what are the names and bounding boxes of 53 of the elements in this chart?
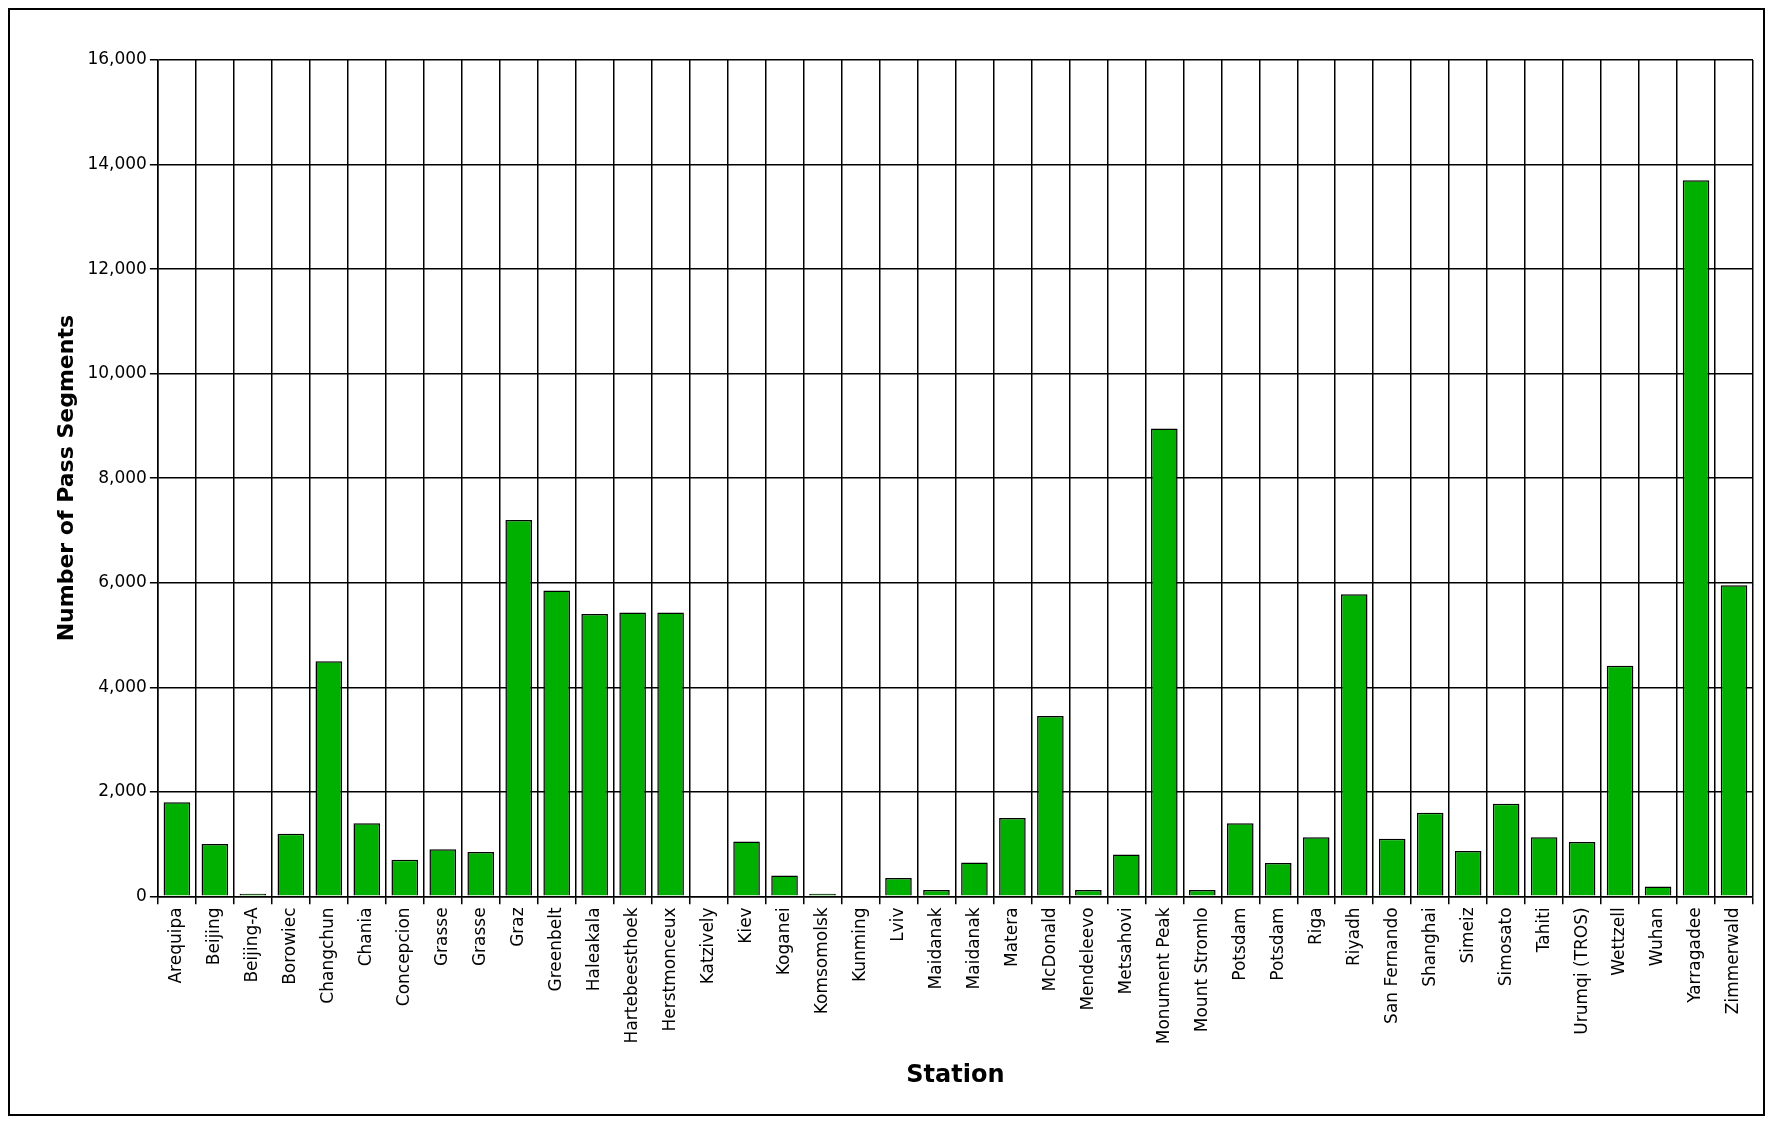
x-tick-label: Simosato	[1494, 907, 1515, 987]
x-tick-label: Mount Stromlo	[1190, 907, 1211, 1033]
x-tick-label: McDonald	[1038, 907, 1059, 992]
y-tick-label: 4,000	[98, 675, 147, 696]
x-tick-label: Riyadh	[1342, 907, 1363, 966]
x-tick-label: Mendeleevo	[1076, 907, 1097, 1011]
x-tick-label: Maidanak	[924, 907, 945, 990]
x-tick-label: Beijing-A	[241, 906, 262, 983]
y-tick-label: 14,000	[87, 152, 147, 173]
x-tick-label: Maidanak	[962, 907, 983, 990]
x-tick-label: Simeiz	[1456, 907, 1477, 964]
x-tick-label: San Fernando	[1380, 907, 1401, 1024]
x-tick-label: Komsomolsk	[810, 907, 831, 1015]
x-tick-label: Concepcion	[393, 907, 414, 1007]
x-tick-label: Yarragadee	[1684, 907, 1705, 1004]
x-tick-label: Chania	[355, 907, 376, 967]
x-tick-label: Borowiec	[279, 907, 300, 985]
x-tick-label: Riga	[1304, 907, 1325, 946]
x-tick-label: Urumqi (TROS)	[1570, 907, 1591, 1035]
y-tick-label: 10,000	[87, 362, 147, 383]
y-tick-label: 2,000	[98, 780, 147, 801]
x-tick-label: Hartebeesthoek	[621, 907, 642, 1044]
y-axis-title: Number of Pass Segments	[52, 314, 78, 642]
x-tick-label: Potsdam	[1228, 907, 1249, 981]
x-axis-title: Station	[906, 1059, 1005, 1088]
x-tick-label: Changchun	[317, 907, 338, 1004]
x-tick-label: Kiev	[734, 907, 755, 944]
x-tick-label: Wuhan	[1646, 907, 1667, 967]
x-tick-label: Potsdam	[1266, 907, 1287, 981]
x-tick-label: Shanghai	[1418, 907, 1439, 987]
x-tick-label: Lviv	[886, 907, 907, 942]
x-tick-label: Grasse	[469, 907, 490, 967]
y-tick-label: 0	[136, 884, 147, 905]
x-tick-label: Beijing	[203, 907, 224, 966]
x-tick-label: Zimmerwald	[1722, 907, 1743, 1015]
x-tick-label: Matera	[1000, 907, 1021, 967]
y-tick-label: 6,000	[98, 571, 147, 592]
x-tick-label: Haleakala	[583, 907, 604, 992]
x-tick-label: Koganei	[772, 907, 793, 976]
x-tick-label: Greenbelt	[545, 907, 566, 992]
y-tick-label: 8,000	[98, 466, 147, 487]
x-tick-label: Wettzell	[1608, 907, 1629, 976]
x-tick-label: Tahiti	[1532, 907, 1553, 954]
x-tick-label: Grasse	[431, 907, 452, 967]
y-tick-label: 16,000	[87, 48, 147, 69]
y-tick-label: 12,000	[87, 257, 147, 278]
x-tick-label: Monument Peak	[1152, 907, 1173, 1045]
x-tick-label: Metsahovi	[1114, 907, 1135, 995]
x-tick-label: Katzively	[697, 907, 717, 985]
x-tick-label: Arequipa	[165, 907, 186, 984]
x-tick-label: Herstmonceux	[659, 907, 680, 1032]
x-tick-label: Graz	[507, 907, 528, 947]
x-tick-label: Kunming	[848, 907, 869, 983]
